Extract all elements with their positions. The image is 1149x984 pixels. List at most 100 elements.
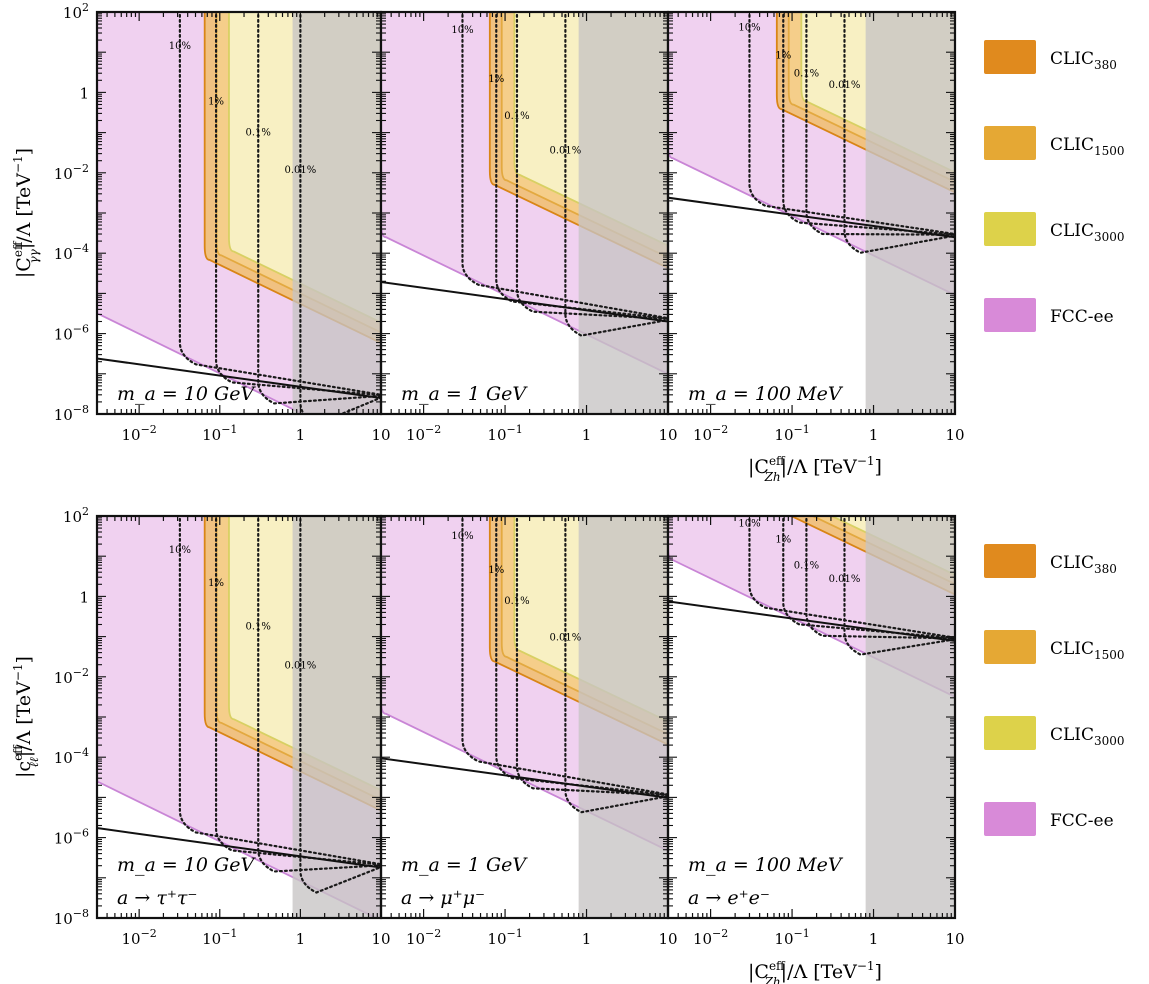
excluded-region	[578, 516, 668, 918]
contour-line-4	[299, 516, 381, 894]
contour-label: 0.01%	[829, 80, 861, 91]
mass-label: m_a = 10 GeV	[117, 854, 256, 876]
x-tick-label: 10	[658, 930, 677, 948]
bound-line	[381, 280, 668, 323]
x-axis-label: |Ceff Zh|/Λ [TeV−1]	[748, 454, 882, 484]
bound-line	[97, 357, 381, 399]
x-tick-label: 1	[869, 930, 879, 948]
contour-line-1	[748, 516, 955, 639]
decay-label: a → τ⁺τ⁻	[117, 887, 197, 909]
contour-label: 0.1%	[246, 622, 271, 633]
contour-line-4	[299, 12, 381, 414]
x-tick-label: 10−2	[406, 927, 441, 948]
legend-label: CLIC380	[1050, 553, 1117, 576]
x-tick-label: 10−2	[693, 423, 728, 444]
decay-label: a → μ⁺μ⁻	[401, 887, 485, 909]
panel-2-3: 10% 1% 0.1% 0.01%	[668, 516, 955, 918]
y-tick-label: 10−6	[54, 323, 89, 344]
x-tick-label: 1	[582, 426, 592, 444]
contour-line-3	[515, 12, 668, 320]
contour-label: 0.01%	[549, 632, 581, 643]
bound-line	[668, 196, 955, 239]
contour-label: 1%	[775, 534, 791, 545]
contour-line-4	[843, 516, 955, 656]
contour-line-2	[495, 12, 668, 320]
contour-line-3	[515, 516, 668, 797]
x-tick-label: 10	[658, 426, 677, 444]
x-axis-label: |Ceff Zh|/Λ [TeV−1]	[748, 959, 882, 984]
legend-swatch	[984, 716, 1036, 750]
x-tick-label: 10−1	[774, 423, 809, 444]
contour-line-4	[564, 516, 668, 814]
y-tick-label: 1	[79, 84, 89, 102]
x-tick-label: 10−2	[406, 423, 441, 444]
contour-label: 0.01%	[549, 146, 581, 157]
x-tick-label: 10−2	[693, 927, 728, 948]
contour-line-2	[214, 516, 381, 866]
excluded-region	[865, 12, 955, 414]
mass-label: m_a = 100 MeV	[688, 383, 844, 405]
bound-line	[668, 600, 955, 642]
contour-line-1	[178, 12, 381, 396]
contour-label: 0.01%	[284, 165, 316, 176]
contour-label: 1%	[488, 74, 504, 85]
y-tick-label: 10−4	[54, 242, 89, 263]
x-tick-label: 1	[582, 930, 592, 948]
contour-label: 0.1%	[504, 111, 529, 122]
contour-label: 10%	[738, 518, 760, 529]
excluded-region	[292, 516, 381, 918]
x-tick-label: 10−1	[487, 423, 522, 444]
contour-label: 1%	[775, 50, 791, 61]
contour-line-1	[748, 12, 955, 236]
contour-line-2	[782, 516, 955, 640]
bound-line	[97, 827, 381, 869]
contour-label: 1%	[208, 97, 224, 108]
contour-label: 0.1%	[794, 68, 819, 79]
contour-line-3	[805, 516, 955, 640]
contour-label: 10%	[169, 545, 191, 556]
ticks	[667, 11, 956, 415]
mass-label: m_a = 1 GeV	[401, 383, 528, 405]
x-tick-label: 10−2	[121, 423, 156, 444]
x-tick-label: 10	[371, 426, 390, 444]
y-tick-label: 10−6	[54, 827, 89, 848]
panel-1-1: 10% 1% 0.1% 0.01%	[97, 12, 381, 414]
contour-label: 10%	[451, 25, 473, 36]
legend-swatch	[984, 126, 1036, 160]
contour-label: 1%	[488, 565, 504, 576]
excluded-region	[578, 12, 668, 414]
contour-line-3	[805, 12, 955, 236]
contour-line-1	[178, 516, 381, 866]
x-tick-label: 1	[296, 426, 306, 444]
legend-label: FCC-ee	[1050, 811, 1114, 831]
bound-line	[381, 757, 668, 799]
x-tick-label: 10	[945, 426, 964, 444]
x-tick-label: 10	[945, 930, 964, 948]
ticks	[96, 515, 382, 919]
panel-1-3: 10% 1%0.1% 0.01%	[668, 12, 955, 414]
legend-swatch	[984, 298, 1036, 332]
y-tick-label: 102	[63, 505, 89, 526]
legend-label: CLIC3000	[1050, 725, 1125, 748]
x-tick-label: 10−2	[121, 927, 156, 948]
excluded-region	[292, 12, 381, 414]
y-axis-label: |ceffℓℓ|/Λ [TeV−1]	[11, 656, 41, 778]
y-tick-label: 10−8	[54, 403, 89, 424]
panel-2-2: 10% 1% 0.1% 0.01%	[381, 516, 668, 918]
legend-swatch	[984, 40, 1036, 74]
contour-line-2	[495, 516, 668, 796]
decay-label: a → e⁺e⁻	[688, 887, 770, 909]
y-tick-label: 10−8	[54, 907, 89, 928]
panel-2-1: 10% 1% 0.1% 0.01%	[97, 516, 381, 918]
legend-swatch	[984, 544, 1036, 578]
contour-label: 0.1%	[246, 127, 271, 138]
x-tick-label: 10−1	[487, 927, 522, 948]
legend-swatch	[984, 212, 1036, 246]
contour-line-2	[782, 12, 955, 236]
contour-label: 10%	[738, 22, 760, 33]
legend-label: CLIC380	[1050, 49, 1117, 72]
legend-label: CLIC3000	[1050, 221, 1125, 244]
y-tick-label: 10−4	[54, 746, 89, 767]
x-tick-label: 1	[869, 426, 879, 444]
